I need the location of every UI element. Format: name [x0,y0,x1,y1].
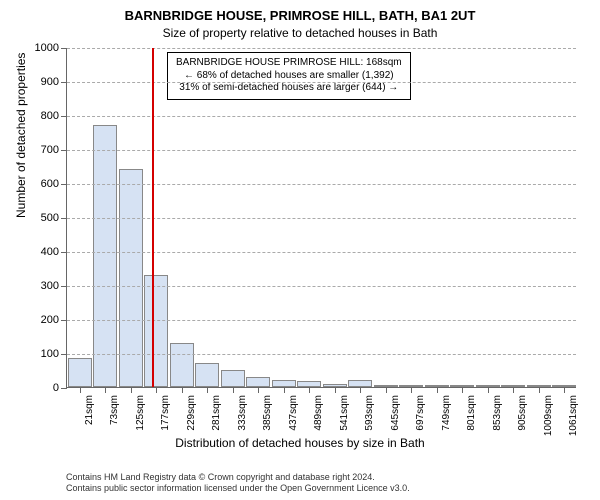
x-tick [207,387,208,393]
x-tick [309,387,310,393]
y-tick-label: 0 [53,382,59,394]
annotation-line-1: BARNBRIDGE HOUSE PRIMROSE HILL: 168sqm [176,57,402,70]
y-tick-label: 700 [41,144,59,156]
y-tick-label: 300 [41,280,59,292]
plot-area: BARNBRIDGE HOUSE PRIMROSE HILL: 168sqm ←… [66,48,576,388]
x-tick-label: 801sqm [466,395,477,431]
chart-container: BARNBRIDGE HOUSE, PRIMROSE HILL, BATH, B… [0,0,600,500]
x-tick-label: 437sqm [288,395,299,431]
x-tick [233,387,234,393]
x-tick [360,387,361,393]
footer-text: Contains HM Land Registry data © Crown c… [66,472,410,495]
y-tick-label: 1000 [35,42,59,54]
x-tick [411,387,412,393]
x-tick [105,387,106,393]
histogram-bar [246,377,270,387]
x-tick [335,387,336,393]
footer-line-2: Contains public sector information licen… [66,483,410,494]
y-tick [61,388,67,389]
y-tick [61,116,67,117]
x-tick-label: 177sqm [160,395,171,431]
x-tick [513,387,514,393]
x-tick-label: 905sqm [517,395,528,431]
x-tick-label: 1009sqm [543,395,554,436]
histogram-bar [144,275,168,387]
histogram-bar [170,343,194,387]
x-tick-label: 333sqm [237,395,248,431]
grid-line [67,184,576,185]
annotation-line-3: 31% of semi-detached houses are larger (… [176,82,402,95]
footer-line-1: Contains HM Land Registry data © Crown c… [66,472,410,483]
x-tick-label: 281sqm [211,395,222,431]
grid-line [67,354,576,355]
grid-line [67,286,576,287]
y-tick-label: 600 [41,178,59,190]
x-tick [284,387,285,393]
y-tick [61,354,67,355]
y-tick-label: 100 [41,348,59,360]
histogram-bar [68,358,92,387]
x-axis-title: Distribution of detached houses by size … [0,436,600,450]
y-tick [61,184,67,185]
marker-line [152,48,154,387]
grid-line [67,82,576,83]
y-tick-label: 900 [41,76,59,88]
y-tick [61,150,67,151]
x-tick-label: 697sqm [415,395,426,431]
x-tick [437,387,438,393]
histogram-bar [272,380,296,387]
chart-subtitle: Size of property relative to detached ho… [0,26,600,40]
x-tick-label: 21sqm [84,395,95,425]
chart-title: BARNBRIDGE HOUSE, PRIMROSE HILL, BATH, B… [0,8,600,23]
grid-line [67,218,576,219]
x-tick [488,387,489,393]
x-tick-label: 853sqm [492,395,503,431]
x-tick-label: 73sqm [109,395,120,425]
y-tick [61,320,67,321]
x-tick [131,387,132,393]
y-tick-label: 500 [41,212,59,224]
histogram-bar [195,363,219,387]
x-tick-label: 645sqm [390,395,401,431]
histogram-bar [93,125,117,387]
grid-line [67,252,576,253]
x-tick [258,387,259,393]
y-tick [61,218,67,219]
x-tick-label: 1061sqm [568,395,579,436]
x-tick [156,387,157,393]
grid-line [67,320,576,321]
grid-line [67,116,576,117]
y-tick-label: 800 [41,110,59,122]
x-tick [182,387,183,393]
y-tick-label: 200 [41,314,59,326]
x-tick-label: 541sqm [339,395,350,431]
x-tick-label: 229sqm [186,395,197,431]
y-tick-label: 400 [41,246,59,258]
annotation-box: BARNBRIDGE HOUSE PRIMROSE HILL: 168sqm ←… [167,52,411,100]
y-axis-title: Number of detached properties [14,53,28,218]
x-tick [539,387,540,393]
y-tick [61,48,67,49]
x-tick-label: 749sqm [441,395,452,431]
x-tick [462,387,463,393]
x-tick-label: 593sqm [364,395,375,431]
x-tick-label: 489sqm [313,395,324,431]
histogram-bar [221,370,245,387]
x-tick [80,387,81,393]
histogram-bar [348,380,372,387]
x-tick [564,387,565,393]
x-tick-label: 385sqm [262,395,273,431]
grid-line [67,48,576,49]
y-tick [61,286,67,287]
x-tick-label: 125sqm [135,395,146,431]
x-tick [386,387,387,393]
y-tick [61,82,67,83]
y-tick [61,252,67,253]
grid-line [67,150,576,151]
annotation-line-2: ← 68% of detached houses are smaller (1,… [176,70,402,83]
